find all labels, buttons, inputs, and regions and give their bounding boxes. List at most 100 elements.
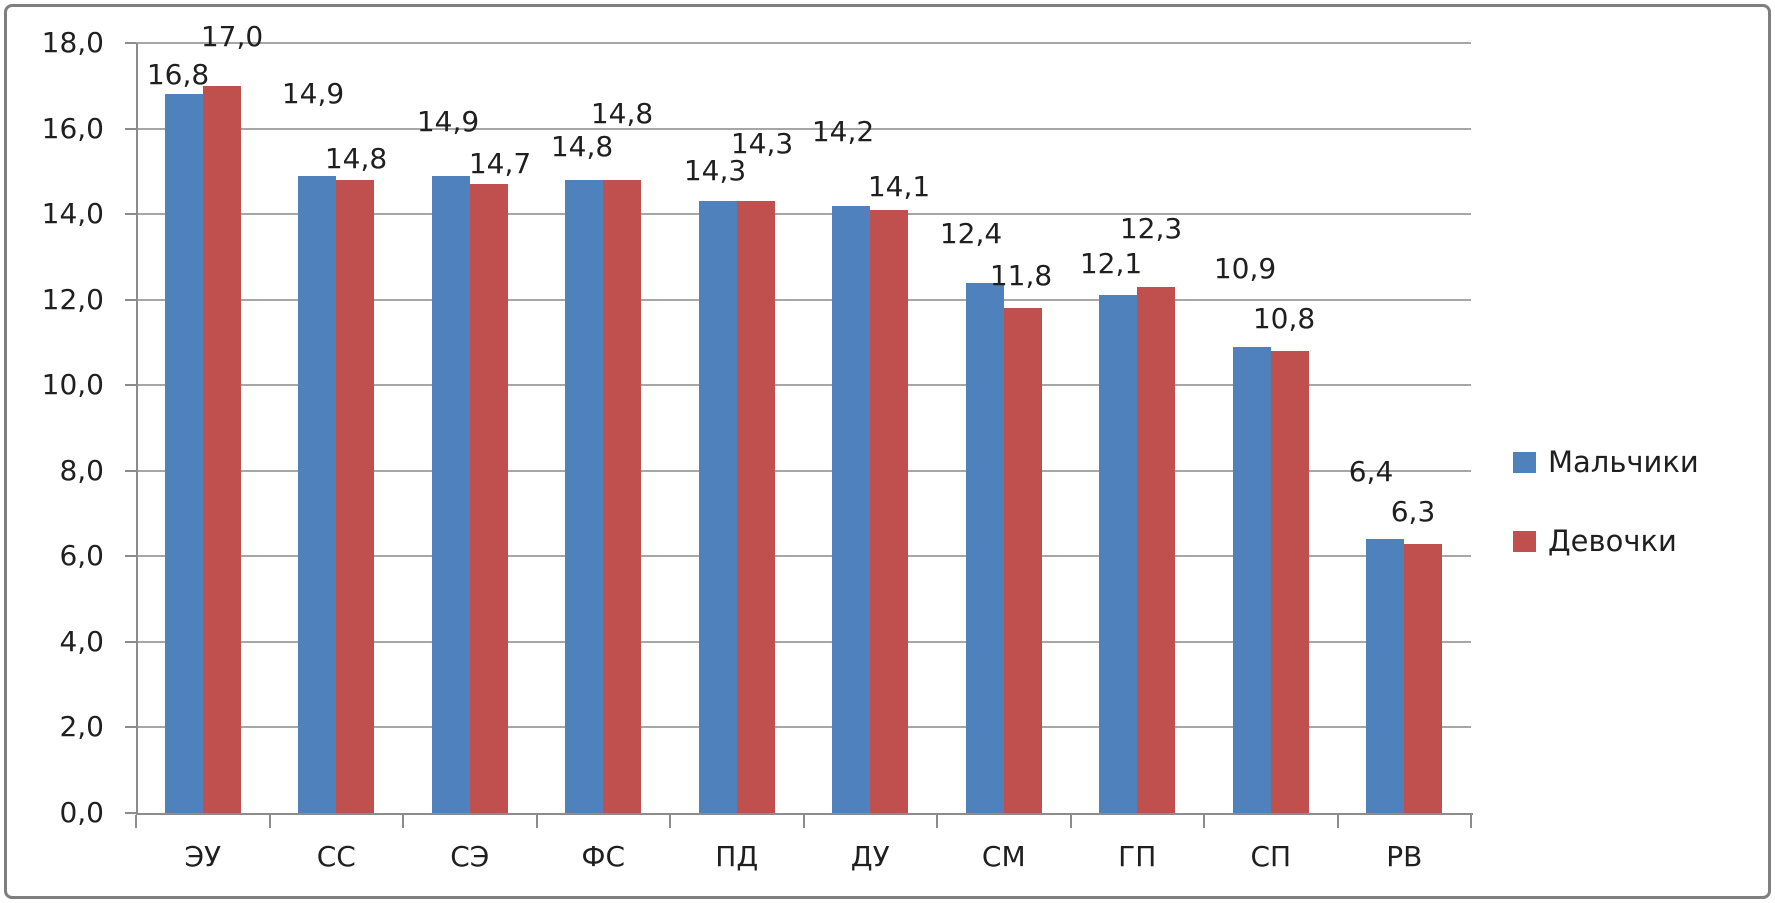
x-category-label: ФС — [581, 840, 626, 873]
y-tick-label: 8,0 — [59, 453, 104, 487]
bar-value-label: 17,0 — [200, 20, 264, 53]
gridline — [136, 469, 1471, 472]
x-category-label: СП — [1250, 840, 1292, 873]
bar-value-label: 14,9 — [281, 77, 345, 110]
bar-value-label: 6,4 — [1348, 455, 1394, 488]
y-axis-tick — [125, 127, 136, 130]
y-axis-tick — [125, 213, 136, 216]
y-tick-label: 14,0 — [41, 197, 104, 231]
bar-males — [1099, 295, 1138, 813]
gridline — [136, 127, 1471, 130]
legend-swatch-females — [1513, 530, 1536, 552]
legend: Мальчики Девочки — [1513, 446, 1699, 604]
bar-females — [336, 179, 375, 813]
bar-females — [603, 179, 642, 813]
x-axis-tick — [402, 815, 404, 828]
x-category-label: ДУ — [850, 840, 890, 873]
x-axis-tick — [535, 815, 538, 828]
x-axis-tick — [135, 815, 137, 828]
y-tick-label: 4,0 — [59, 624, 104, 658]
x-axis-tick — [669, 815, 671, 828]
bar-value-label: 14,1 — [867, 170, 931, 203]
y-axis-line — [136, 43, 138, 815]
bar-males — [565, 179, 604, 813]
legend-label-males: Мальчики — [1548, 445, 1699, 479]
bar-males — [965, 282, 1004, 813]
x-axis-tick — [1069, 815, 1072, 828]
y-tick-label: 10,0 — [41, 368, 104, 402]
bar-males — [431, 175, 470, 813]
bar-value-label: 14,8 — [324, 142, 388, 175]
y-axis-tick — [125, 469, 136, 472]
bar-females — [1137, 286, 1176, 813]
y-tick-label: 16,0 — [41, 111, 104, 145]
bar-value-label: 14,9 — [416, 105, 480, 138]
bar-males — [1366, 539, 1405, 813]
x-category-label: СМ — [981, 840, 1026, 873]
y-axis-tick — [125, 726, 136, 729]
gridline — [136, 384, 1471, 387]
bar-females — [1404, 543, 1443, 813]
bar-females — [870, 209, 909, 813]
legend-item-females: Девочки — [1513, 525, 1699, 557]
bar-females — [1003, 308, 1042, 813]
bar-males — [1232, 346, 1271, 813]
gridline — [136, 213, 1471, 216]
y-tick-label: 2,0 — [59, 710, 104, 744]
bar-value-label: 14,8 — [590, 97, 654, 130]
x-category-label: ПД — [715, 840, 759, 873]
x-axis-line — [136, 813, 1473, 815]
bar-value-label: 10,9 — [1213, 252, 1277, 285]
bar-value-label: 14,3 — [683, 154, 747, 187]
x-category-label: РВ — [1386, 840, 1423, 873]
x-category-label: ЭУ — [184, 840, 222, 873]
bar-value-label: 14,3 — [730, 127, 794, 160]
legend-label-females: Девочки — [1548, 524, 1677, 558]
bar-males — [298, 175, 337, 813]
y-tick-label: 0,0 — [59, 796, 104, 829]
legend-swatch-males — [1513, 451, 1536, 473]
y-axis-tick — [125, 298, 136, 301]
bar-females — [1270, 351, 1309, 813]
x-axis-tick — [1336, 815, 1339, 828]
bar-value-label: 12,1 — [1079, 247, 1143, 280]
x-category-label: СС — [316, 840, 356, 873]
x-axis-tick — [802, 815, 805, 828]
bar-females — [469, 184, 508, 813]
y-axis-tick — [125, 640, 136, 643]
gridline — [136, 640, 1471, 643]
y-axis-tick — [125, 384, 136, 387]
bar-value-label: 14,7 — [468, 147, 532, 180]
gridline — [136, 726, 1471, 729]
x-category-label: СЭ — [450, 840, 490, 873]
bar-males — [698, 201, 737, 813]
gridline — [136, 42, 1471, 44]
x-category-label: ГП — [1118, 840, 1157, 873]
bar-females — [202, 85, 241, 813]
y-axis-tick — [125, 555, 136, 558]
x-axis-tick — [268, 815, 271, 828]
bar-value-label: 12,3 — [1119, 212, 1183, 245]
y-tick-label: 12,0 — [41, 282, 104, 316]
bar-value-label: 6,3 — [1390, 495, 1436, 528]
x-axis-tick — [1470, 815, 1472, 828]
bar-males — [164, 94, 203, 813]
x-axis-tick — [1203, 815, 1205, 828]
bar-value-label: 10,8 — [1252, 302, 1316, 335]
bar-males — [832, 205, 871, 813]
y-tick-label: 18,0 — [41, 26, 104, 59]
bar-value-label: 16,8 — [146, 58, 210, 91]
y-tick-label: 6,0 — [59, 539, 104, 573]
legend-item-males: Мальчики — [1513, 446, 1699, 478]
gridline — [136, 298, 1471, 301]
bar-value-label: 14,8 — [550, 130, 614, 163]
bar-value-label: 12,4 — [939, 217, 1003, 250]
y-axis-tick — [125, 812, 136, 814]
bar-value-label: 11,8 — [989, 259, 1053, 292]
bar-value-label: 14,2 — [811, 115, 875, 148]
y-axis-tick — [125, 42, 136, 44]
bar-females — [736, 201, 775, 813]
x-axis-tick — [936, 815, 938, 828]
gridline — [136, 555, 1471, 558]
